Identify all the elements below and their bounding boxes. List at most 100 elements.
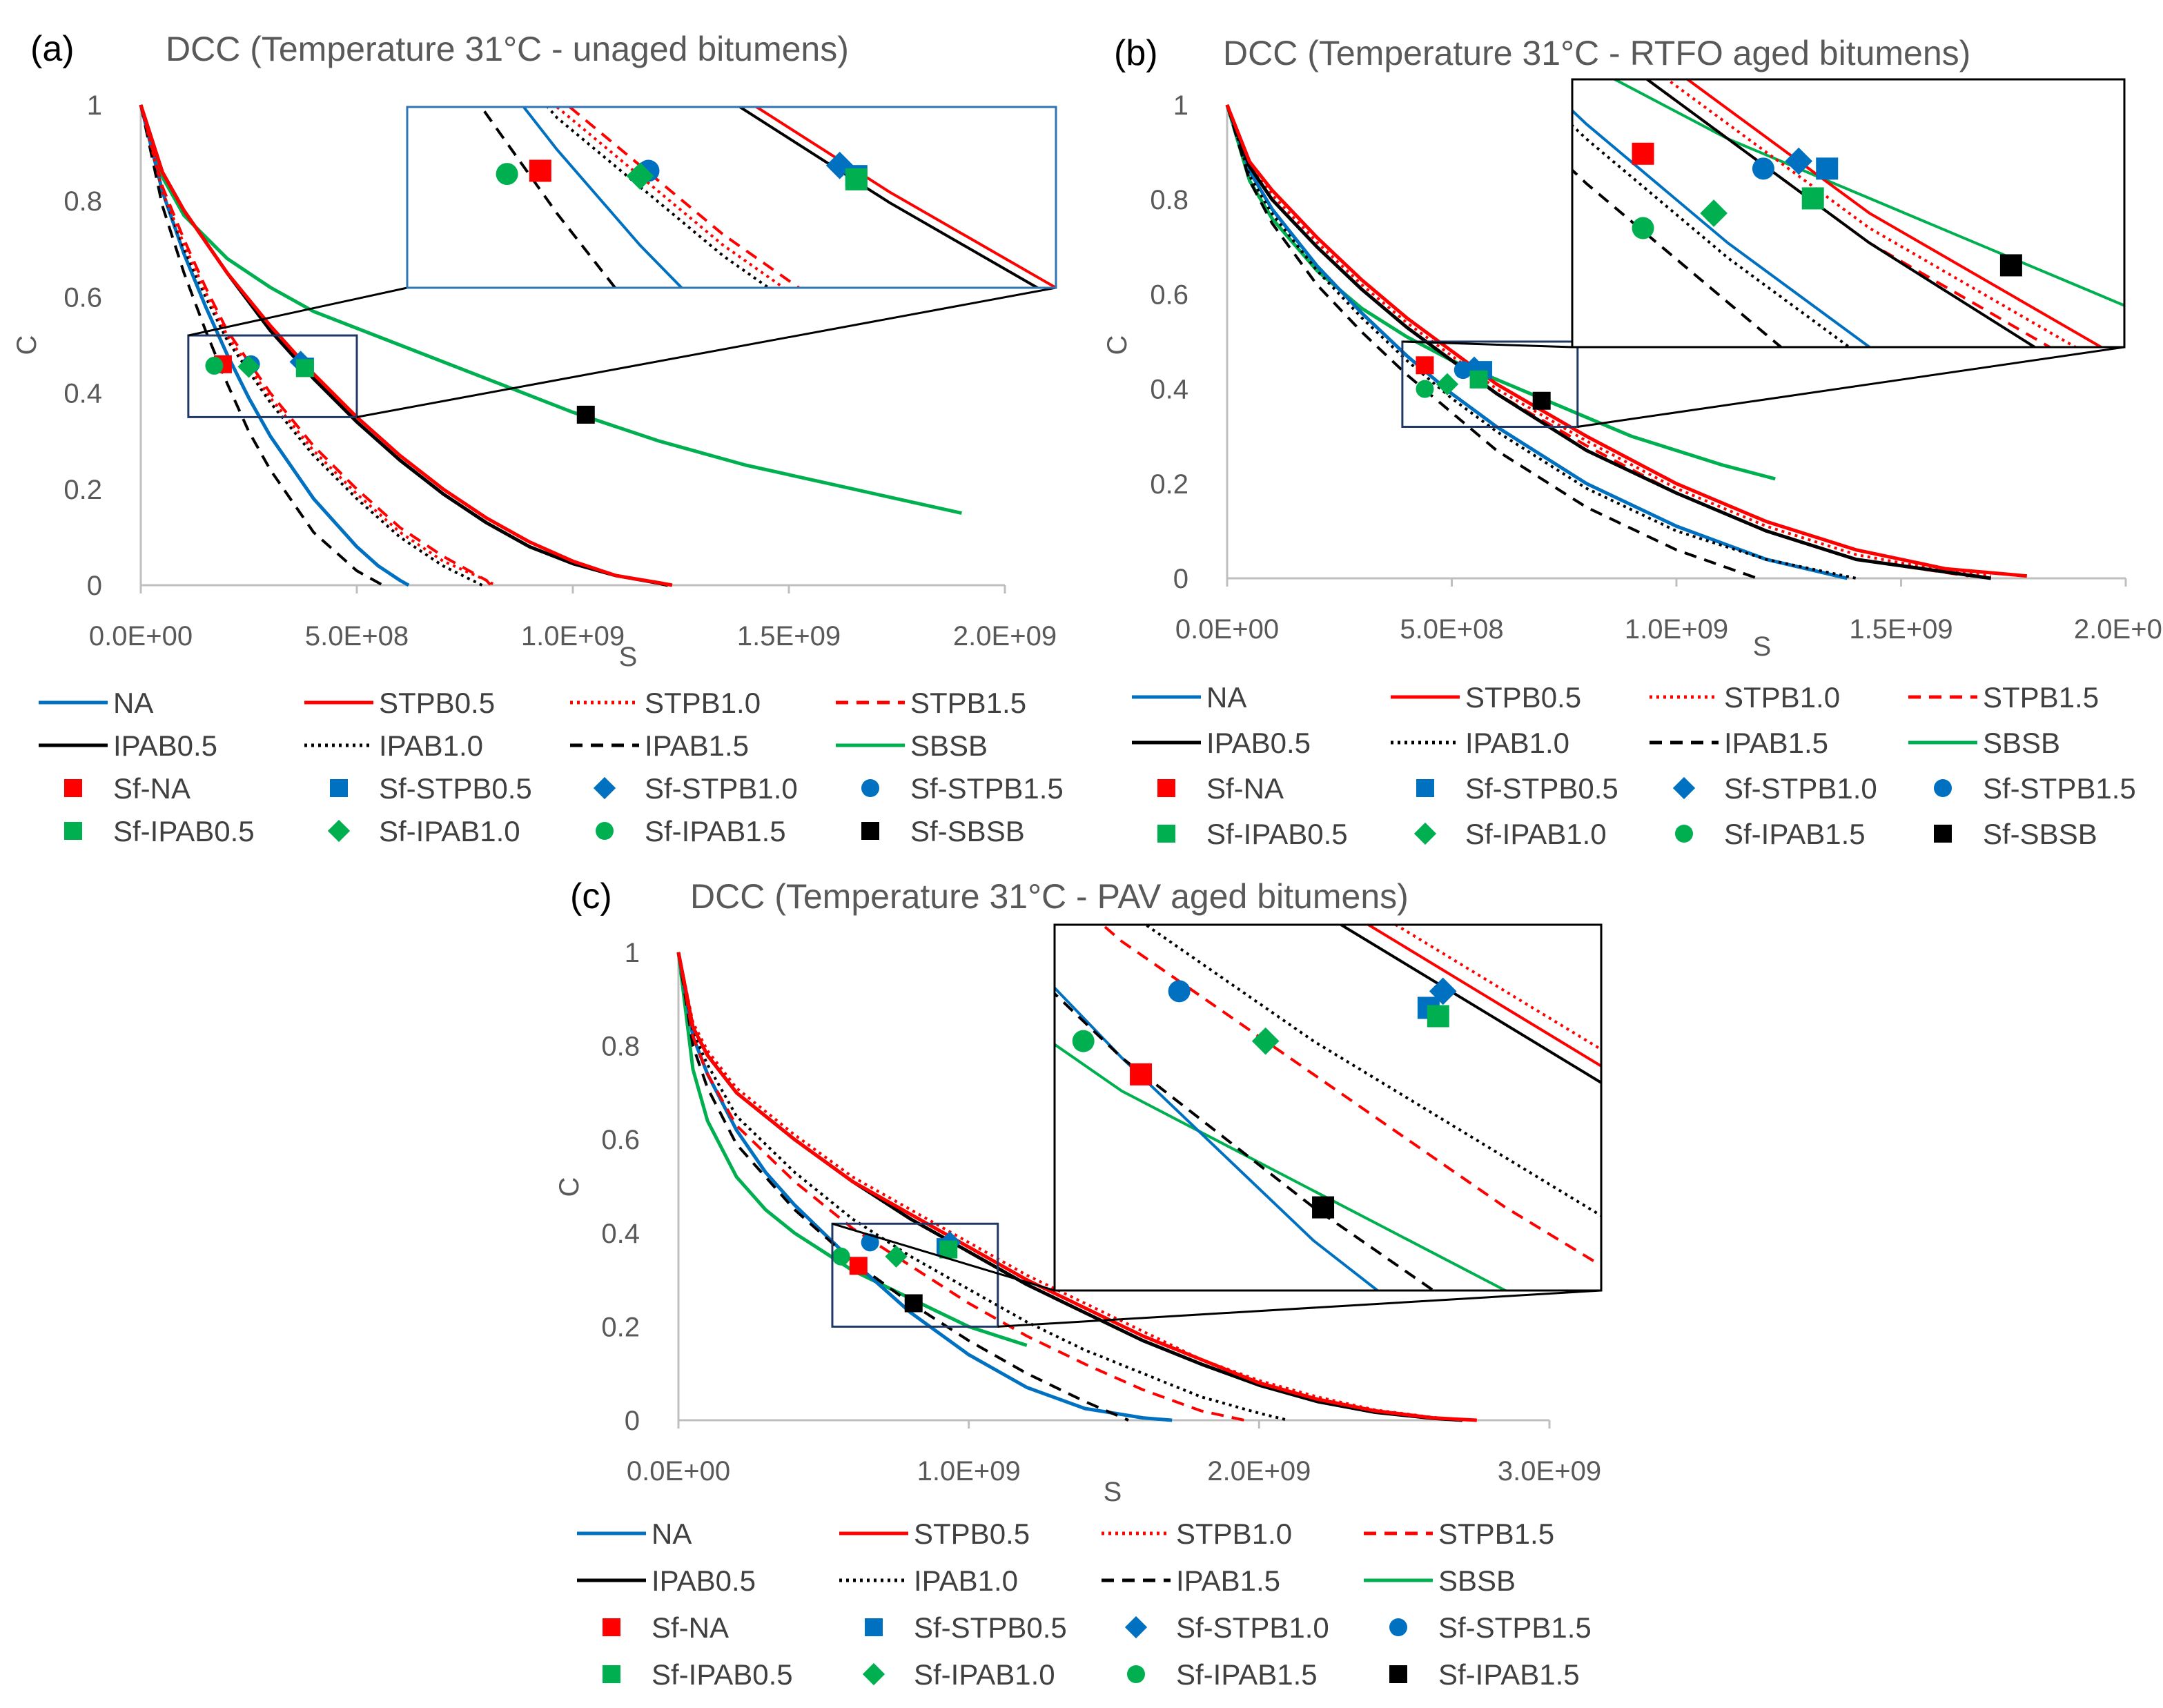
panel-b-legend-swatch [1157,779,1175,797]
panel-c-legend-swatch [603,1665,620,1683]
panel-a-zoom-connector [357,288,1056,417]
panel-a-y-tick-label: 0.2 [63,475,102,505]
panel-c-legend-swatch [1125,1616,1147,1638]
panel-b-legend-swatch [1934,825,1952,843]
panel-a-legend-label: SBSB [910,729,988,762]
panel-b-legend-item-na: NA [1132,681,1246,714]
panel-c-legend-item-sf-ipab1-0: Sf-IPAB1.0 [863,1658,1055,1691]
panel-c-marker-sf-ipab1-0 [885,1246,907,1268]
panel-b-legend-item-sf-na: Sf-NA [1157,772,1284,805]
panel-a-legend-label: STPB0.5 [379,687,495,719]
panel-a-legend-label: Sf-IPAB1.5 [645,815,786,847]
panel-a-legend-swatch [596,822,614,840]
panel-a-legend-item-ipab0-5: IPAB0.5 [39,729,217,762]
panel-b-legend-item-sbsb: SBSB [1908,727,2060,759]
panel-c-legend-item-sf-ipab1-5: Sf-IPAB1.5 [1389,1658,1580,1691]
panel-b-legend-label: STPB1.5 [1983,681,2099,714]
panel-b: (b) DCC (Temperature 31°C - RTFO aged bi… [1020,0,2163,850]
panel-a-y-tick-label: 0 [87,571,102,601]
panel-b-legend-item-ipab1-5: IPAB1.5 [1650,727,1828,759]
panel-a-x-tick-label: 1.5E+09 [737,621,841,651]
panel-c-x-tick-label: 3.0E+09 [1498,1456,1601,1486]
panel-a-legend-label: NA [113,687,153,719]
panel-b-legend-label: Sf-NA [1206,772,1284,805]
panel-b-zoom-connector [1578,347,2124,426]
panel-c-legend: NA STPB0.5 STPB1.0 STPB1.5IPAB0.5 IPAB1.0 IPA… [577,1518,1592,1691]
panel-a-legend-swatch [861,779,879,797]
panel-a-x-tick-label: 0.0E+00 [89,621,193,651]
panel-c-series-sbsb [678,952,1027,1346]
panel-b-legend-swatch [1675,825,1693,843]
panel-a-zoom-series-na [224,0,1255,660]
panel-c-x-tick-label: 1.0E+09 [917,1456,1021,1486]
panel-a-zoom-series-stpb1-0 [224,0,1588,660]
panel-b-legend-item-sf-ipab0-5: Sf-IPAB0.5 [1157,818,1348,850]
panel-b-legend-label: IPAB1.5 [1724,727,1828,759]
panel-b-y-tick-label: 0.8 [1150,185,1188,215]
panel-a-y-tick-label: 1 [87,90,102,121]
panel-c-legend-label: NA [652,1518,692,1550]
panel-b-legend-swatch [1934,779,1952,797]
panel-b-legend: NA STPB0.5 STPB1.0 STPB1.5 IPAB0.5 IPAB1.0 IPA… [1132,681,2136,850]
panel-b-y-tick-label: 0.6 [1150,279,1188,310]
panel-a-legend-item-sf-stpb1-0: Sf-STPB1.0 [594,772,798,805]
panel-a-y-tick-label: 0.6 [63,282,102,313]
panel-b-legend-label: Sf-IPAB0.5 [1206,818,1348,850]
panel-c-marker-sf-na [850,1257,868,1275]
panel-b-y-tick-label: 0.4 [1150,375,1188,405]
panel-a-zoom-marker-sf-ipab1-5 [496,163,518,185]
panel-b-legend-label: Sf-IPAB1.5 [1724,818,1866,850]
panel-c-legend-item-sbsb: SBSB [1364,1564,1516,1597]
panel-a-legend-swatch [861,822,879,840]
panel-a-legend-label: STPB1.0 [645,687,761,719]
panel-c-legend-item-stpb1-0: STPB1.0 [1102,1518,1292,1550]
panel-a-zoom-marker-sf-ipab0-5 [845,168,868,190]
panel-c-legend-swatch [1389,1665,1407,1683]
panel-c-legend-label: SBSB [1438,1564,1516,1597]
panel-a-legend-item-sf-ipab1-5: Sf-IPAB1.5 [596,815,786,847]
panel-c-legend-label: Sf-IPAB0.5 [652,1658,793,1691]
panel-c-legend-label: Sf-STPB1.0 [1176,1611,1329,1644]
panel-a-marker-sf-ipab0-5 [296,359,314,377]
panel-a-zoom-series-ipab1-0 [224,0,1538,660]
panel-c-zoom-marker-sf-ipab1-5 [1312,1197,1334,1219]
panel-a-legend-item-stpb0-5: STPB0.5 [304,687,495,719]
panel-a-legend-label: IPAB0.5 [113,729,217,762]
panel-a-legend-label: Sf-STPB1.5 [910,772,1064,805]
panel-c-legend-swatch [1127,1665,1145,1683]
panel-b-legend-item-stpb1-5: STPB1.5 [1908,681,2099,714]
panel-c-legend-label: Sf-IPAB1.0 [914,1658,1055,1691]
panel-b-y-tick-label: 0.2 [1150,469,1188,500]
panel-a-y-tick-label: 0.8 [63,186,102,217]
panel-a-legend-label: STPB1.5 [910,687,1026,719]
panel-c-zoom-marker-sf-stpb1-5 [1168,980,1191,1002]
panel-c-legend-label: Sf-IPAB1.5 [1438,1658,1580,1691]
panel-a-legend-label: IPAB1.0 [379,729,483,762]
panel-b-marker-sf-ipab0-5 [1470,371,1488,389]
panel-a-legend-item-sf-stpb1-5: Sf-STPB1.5 [861,772,1064,805]
panel-c-legend-item-na: NA [577,1518,692,1550]
panel-a-zoom-marker-sf-na [529,159,551,181]
panel-b-legend-item-ipab1-0: IPAB1.0 [1391,727,1569,759]
panel-b-marker-sf-ipab1-5 [1416,380,1433,398]
panel-b-zoom-marker-sf-na [1632,143,1654,165]
panel-b-legend-label: Sf-SBSB [1983,818,2097,850]
panel-a-legend-swatch [328,820,350,842]
panel-a-title: DCC (Temperature 31°C - unaged bitumens) [166,30,849,68]
panel-b-legend-item-sf-stpb0-5: Sf-STPB0.5 [1416,772,1618,805]
panel-c-legend-item-ipab1-5: IPAB1.5 [1102,1564,1280,1597]
panel-b-legend-item-ipab0-5: IPAB0.5 [1132,727,1311,759]
panel-a-y-tick-label: 0.4 [63,379,102,409]
panel-a-legend-swatch [594,777,616,799]
panel-b-letter: (b) [1114,33,1158,73]
panel-b-marker-sf-sbsb [1533,392,1551,410]
panel-c-zoom-marker-sf-ipab1-5 [1073,1030,1095,1052]
panel-a-x-tick-label: 1.0E+09 [521,621,625,651]
panel-c-legend-swatch [1389,1618,1407,1636]
panel-b-x-tick-label: 1.0E+09 [1625,614,1728,645]
panel-c-marker-sf-ipab1-5 [832,1248,850,1266]
panel-b-legend-item-sf-stpb1-0: Sf-STPB1.0 [1673,772,1877,805]
panel-a-legend-label: Sf-IPAB0.5 [113,815,255,847]
panel-b-x-tick-label: 1.5E+09 [1849,614,1952,645]
panel-a-legend-item-ipab1-5: IPAB1.5 [570,729,749,762]
